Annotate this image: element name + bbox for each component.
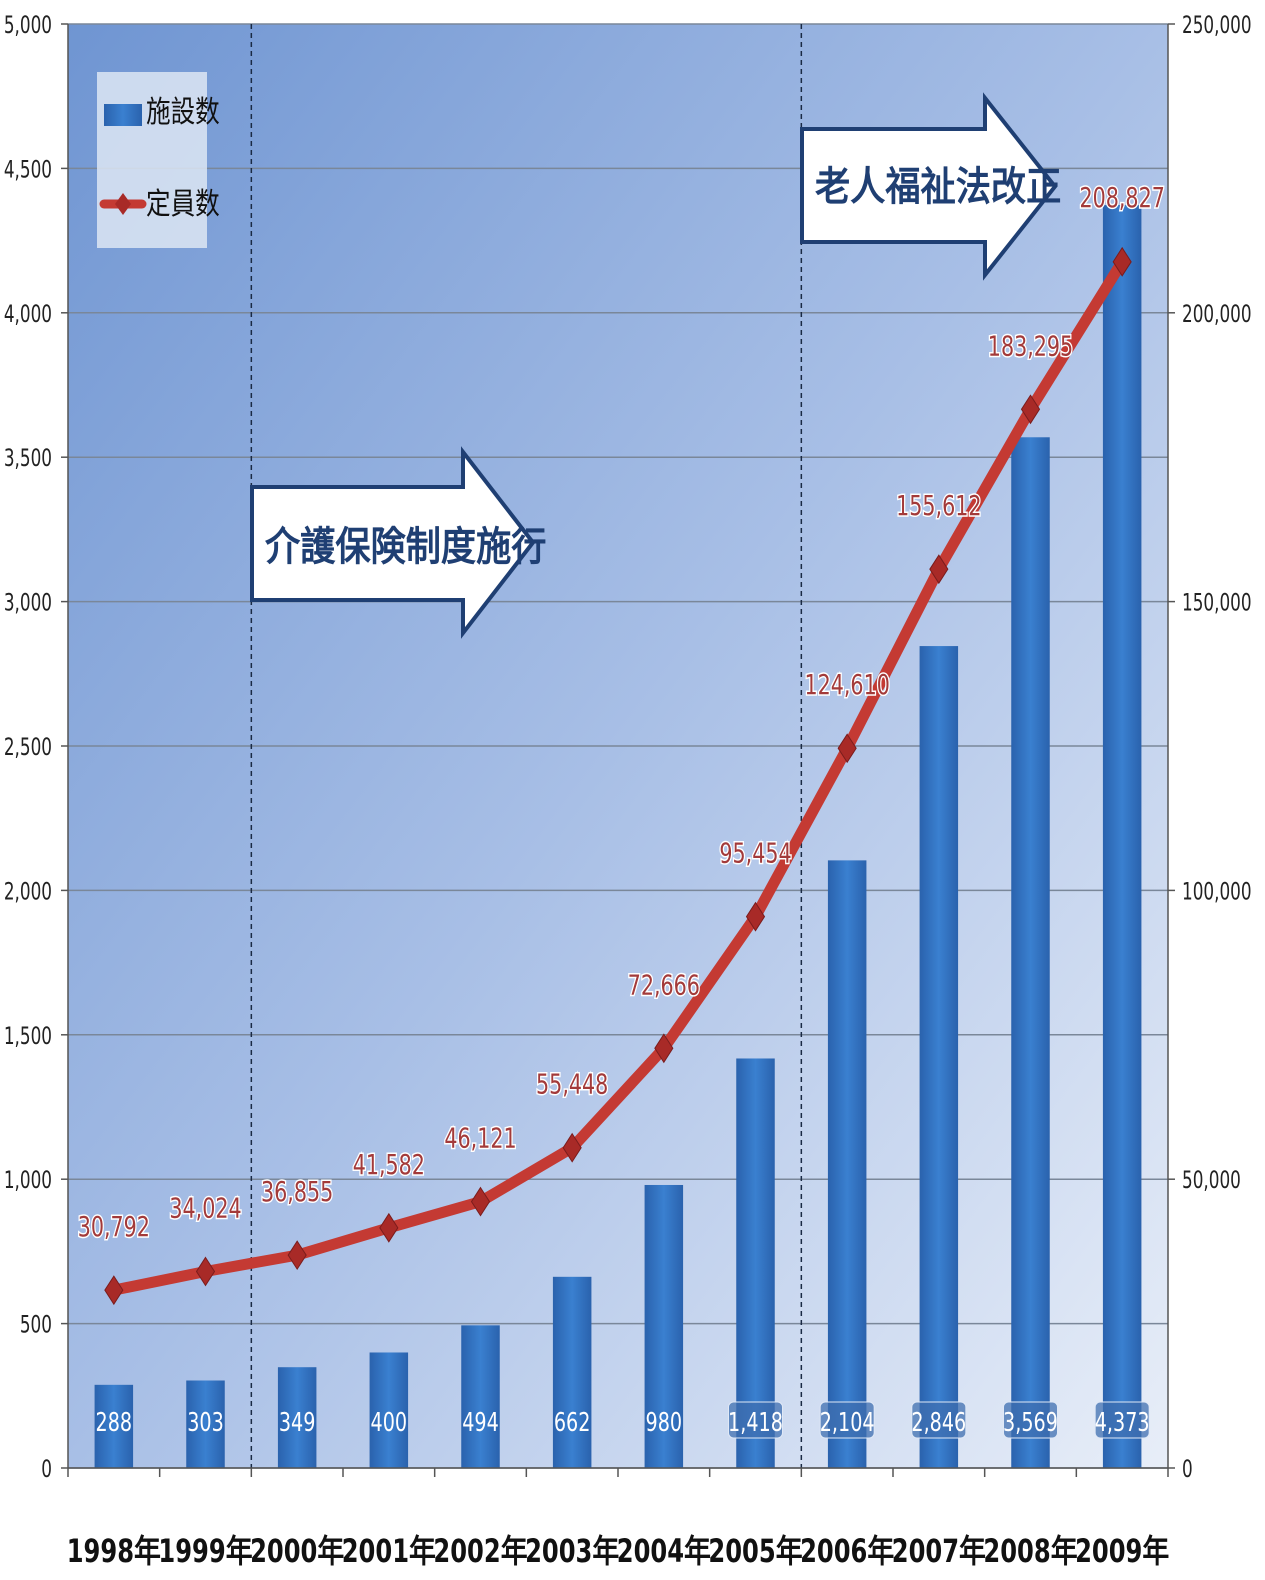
line-value-label: 155,612 bbox=[896, 490, 981, 523]
line-value-label: 208,827 bbox=[1079, 182, 1164, 215]
line-value-label: 36,855 bbox=[261, 1176, 333, 1209]
bar bbox=[1011, 437, 1050, 1468]
x-tick-label: 2002年 bbox=[433, 1533, 527, 1570]
y-left-tick-label: 5,000 bbox=[4, 12, 52, 40]
bar-value-label: 4,373 bbox=[1095, 1407, 1150, 1438]
y-left-tick-label: 1,000 bbox=[4, 1167, 52, 1195]
bar-value-label: 3,569 bbox=[1003, 1407, 1058, 1438]
y-right-tick-label: 0 bbox=[1182, 1456, 1193, 1484]
line-value-label: 34,024 bbox=[169, 1192, 241, 1225]
legend-label-line: 定員数 bbox=[146, 188, 220, 222]
bar-value-label: 2,104 bbox=[820, 1407, 875, 1438]
bar bbox=[736, 1058, 775, 1468]
line-value-label: 72,666 bbox=[628, 969, 700, 1002]
line-value-label: 124,610 bbox=[804, 669, 889, 702]
annotation-label: 介護保険制度施行 bbox=[265, 523, 546, 570]
bar-value-label: 662 bbox=[554, 1407, 591, 1438]
bar bbox=[919, 646, 959, 1468]
line-point bbox=[287, 1240, 307, 1271]
y-left-tick-label: 500 bbox=[20, 1311, 52, 1339]
annotation-arrow bbox=[250, 446, 536, 639]
legend-box bbox=[97, 72, 207, 248]
bar-value-label: 400 bbox=[371, 1407, 408, 1438]
bar bbox=[186, 1380, 225, 1468]
bar-value-label: 303 bbox=[187, 1407, 224, 1438]
line-value-label: 95,454 bbox=[719, 838, 791, 871]
line-point bbox=[1020, 394, 1041, 425]
annotation-label: 老人福祉法改正 bbox=[815, 163, 1061, 210]
y-left-tick-label: 3,500 bbox=[4, 445, 52, 473]
bar-value-label: 494 bbox=[462, 1407, 499, 1438]
line-value-label: 46,121 bbox=[444, 1122, 516, 1155]
x-tick-label: 2008年 bbox=[983, 1533, 1077, 1570]
y-left-tick-label: 2,000 bbox=[4, 878, 52, 906]
y-right-tick-label: 100,000 bbox=[1182, 878, 1252, 906]
line-point bbox=[929, 554, 949, 585]
bar bbox=[552, 1276, 592, 1468]
line-value-label: 183,295 bbox=[988, 330, 1073, 363]
line-point bbox=[1112, 246, 1132, 277]
bar bbox=[1102, 205, 1142, 1468]
y-left-tick-label: 4,500 bbox=[4, 156, 52, 184]
line-value-label: 55,448 bbox=[536, 1069, 608, 1102]
x-tick-label: 1999年 bbox=[158, 1533, 252, 1570]
bar-value-label: 2,846 bbox=[911, 1407, 966, 1438]
line-point bbox=[195, 1256, 216, 1287]
bar-label-bg bbox=[728, 1401, 783, 1439]
x-tick-label: 2001年 bbox=[342, 1533, 436, 1570]
y-right-tick-label: 150,000 bbox=[1182, 589, 1252, 617]
annotation-arrow bbox=[800, 92, 1058, 281]
y-left-tick-label: 2,500 bbox=[4, 734, 52, 762]
bar bbox=[369, 1352, 409, 1468]
bar bbox=[277, 1367, 317, 1468]
line-value-label: 41,582 bbox=[353, 1149, 425, 1182]
bar bbox=[461, 1325, 500, 1468]
y-right-tick-label: 250,000 bbox=[1182, 12, 1252, 40]
bar bbox=[827, 860, 867, 1468]
x-tick-label: 2006年 bbox=[800, 1533, 894, 1570]
bar-label-bg bbox=[1094, 1401, 1150, 1439]
y-right-tick-label: 200,000 bbox=[1182, 301, 1252, 329]
bar-value-label: 288 bbox=[96, 1407, 133, 1438]
bar-value-label: 349 bbox=[279, 1407, 316, 1438]
bar-label-bg bbox=[819, 1401, 875, 1439]
bar bbox=[94, 1384, 134, 1468]
x-tick-label: 2005年 bbox=[708, 1533, 802, 1570]
bar-label-bg bbox=[1003, 1401, 1058, 1439]
line-point bbox=[837, 733, 857, 764]
legend-swatch-marker bbox=[115, 193, 131, 215]
line-value-label: 30,792 bbox=[78, 1211, 150, 1244]
bar-label-bg bbox=[911, 1401, 967, 1439]
x-tick-label: 2004年 bbox=[617, 1533, 711, 1570]
line-point bbox=[470, 1186, 491, 1217]
line-point bbox=[104, 1275, 124, 1306]
x-tick-label: 2009年 bbox=[1075, 1533, 1169, 1570]
y-left-tick-label: 3,000 bbox=[4, 589, 52, 617]
line-point bbox=[379, 1212, 399, 1243]
y-left-tick-label: 4,000 bbox=[4, 301, 52, 329]
line-point bbox=[654, 1033, 674, 1064]
y-left-tick-label: 1,500 bbox=[4, 1023, 52, 1051]
x-tick-label: 2003年 bbox=[525, 1533, 619, 1570]
y-left-tick-label: 0 bbox=[41, 1456, 52, 1484]
x-tick-label: 2007年 bbox=[892, 1533, 986, 1570]
line-point bbox=[745, 901, 766, 932]
bar bbox=[644, 1184, 684, 1468]
legend-label-bar: 施設数 bbox=[146, 96, 220, 130]
x-tick-label: 2000年 bbox=[250, 1533, 344, 1570]
line-point bbox=[562, 1132, 582, 1163]
x-tick-label: 1998年 bbox=[67, 1533, 161, 1570]
legend-swatch-bar bbox=[104, 104, 142, 126]
bar-value-label: 980 bbox=[646, 1407, 683, 1438]
bar-value-label: 1,418 bbox=[728, 1407, 783, 1438]
y-right-tick-label: 50,000 bbox=[1182, 1167, 1241, 1195]
line-series bbox=[108, 256, 1128, 1296]
